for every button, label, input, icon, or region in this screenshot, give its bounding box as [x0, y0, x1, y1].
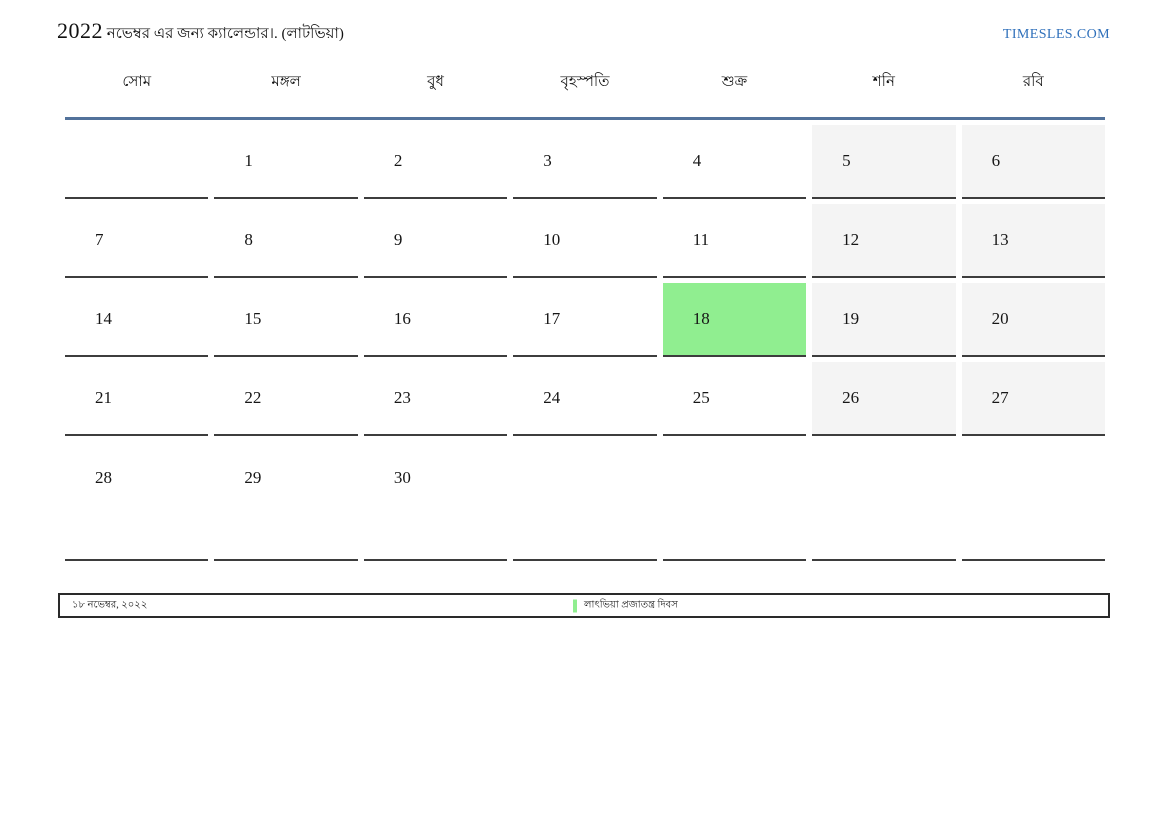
day-cell-12: 12: [812, 204, 956, 278]
day-cell-23: 23: [363, 362, 508, 436]
day-cell-15: 15: [214, 283, 358, 357]
legend-item: লাৎভিয়া প্রজাতন্ত্র দিবস: [573, 597, 678, 614]
day-cell-13: 13: [961, 204, 1105, 278]
day-cell-18: 18: [662, 283, 807, 357]
week-row-2: 14 15 16 17 18 19 20: [65, 283, 1105, 357]
day-cell-22: 22: [214, 362, 358, 436]
holiday-label: লাৎভিয়া প্রজাতন্ত্র দিবস: [584, 599, 678, 610]
holiday-swatch-icon: [573, 599, 577, 612]
legend-box: ১৮ নভেম্বর, ২০২২ লাৎভিয়া প্রজাতন্ত্র দি…: [58, 593, 1110, 618]
day-cell-20: 20: [961, 283, 1105, 357]
title-year: 2022: [57, 18, 103, 43]
weekday-header-2: বুধ: [427, 74, 444, 90]
day-cell-empty: [65, 125, 209, 199]
weekday-header-1: মঙ্গল: [271, 74, 301, 90]
day-cell-26: 26: [812, 362, 956, 436]
weekday-header-0: সোম: [122, 74, 152, 90]
day-cell-empty: [513, 441, 657, 561]
day-cell-25: 25: [662, 362, 807, 436]
day-cell-3: 3: [513, 125, 657, 199]
week-row-1: 7 8 9 10 11 12 13: [65, 204, 1105, 278]
day-cell-30: 30: [363, 441, 508, 561]
day-cell-empty: [662, 441, 807, 561]
day-cell-2: 2: [363, 125, 508, 199]
top-bar: 2022 নভেম্বর এর জন্য ক্যালেন্ডার।. (লাটভ…: [57, 18, 1110, 47]
weekday-header-4: শুক্র: [721, 74, 748, 90]
day-cell-1: 1: [214, 125, 358, 199]
legend-date: ১৮ নভেম্বর, ২০২২: [72, 599, 148, 610]
week-row-4: 28 29 30: [65, 441, 1105, 561]
day-cell-28: 28: [65, 441, 209, 561]
page-title: 2022 নভেম্বর এর জন্য ক্যালেন্ডার।. (লাটভ…: [57, 18, 344, 47]
day-cell-4: 4: [662, 125, 807, 199]
weekday-header-6: রবি: [1022, 74, 1044, 90]
day-cell-7: 7: [65, 204, 209, 278]
weekday-header-3: বৃহস্পতি: [560, 74, 610, 90]
day-cell-6: 6: [961, 125, 1105, 199]
weekday-header-5: শনি: [872, 74, 895, 90]
day-cell-9: 9: [363, 204, 508, 278]
day-cell-16: 16: [363, 283, 508, 357]
title-text: নভেম্বর এর জন্য ক্যালেন্ডার।. (লাটভিয়া): [106, 26, 344, 42]
day-cell-27: 27: [961, 362, 1105, 436]
weekday-header-row: সোম মঙ্গল বুধ বৃহস্পতি শুক্র শনি রবি: [65, 70, 1105, 120]
day-cell-14: 14: [65, 283, 209, 357]
day-cell-empty: [812, 441, 956, 561]
day-cell-24: 24: [513, 362, 657, 436]
day-cell-17: 17: [513, 283, 657, 357]
day-cell-21: 21: [65, 362, 209, 436]
site-link[interactable]: TIMESLES.COM: [1002, 27, 1110, 42]
calendar-grid: 1 2 3 4 5 6 7 8 9 10 11 12 13 14 15 16 17 18 19 20 21 22 23 24 2…: [65, 125, 1105, 561]
day-cell-10: 10: [513, 204, 657, 278]
day-cell-5: 5: [812, 125, 956, 199]
day-cell-29: 29: [214, 441, 358, 561]
day-cell-19: 19: [812, 283, 956, 357]
week-row-3: 21 22 23 24 25 26 27: [65, 362, 1105, 436]
day-cell-empty: [961, 441, 1105, 561]
day-cell-11: 11: [662, 204, 807, 278]
day-cell-8: 8: [214, 204, 358, 278]
